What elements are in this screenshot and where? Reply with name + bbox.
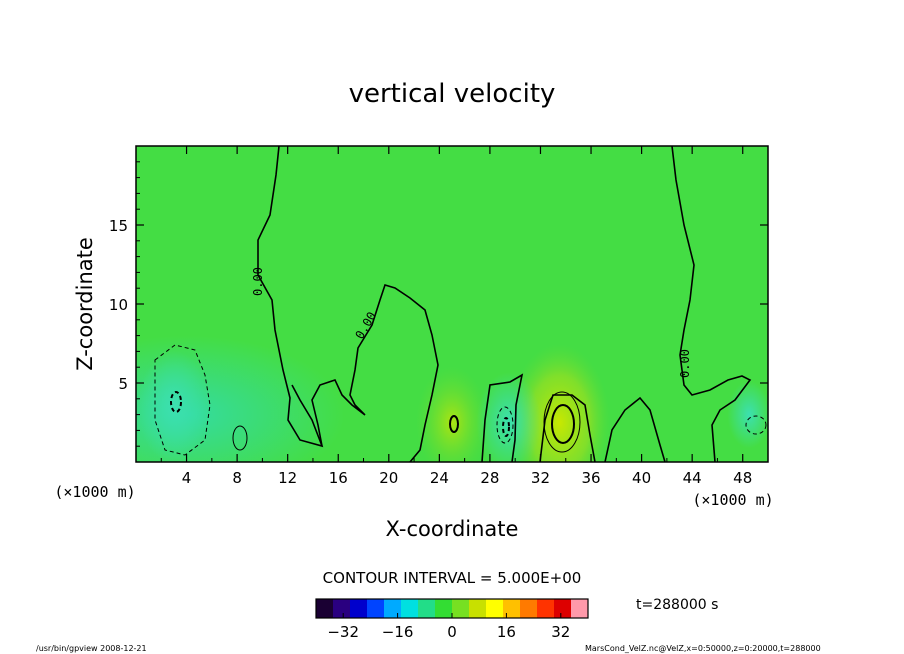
time-label: t=288000 s xyxy=(636,597,718,613)
contour-downdraft-mid-inner xyxy=(502,417,510,437)
zero-contour-left xyxy=(257,146,324,448)
field-features xyxy=(137,344,768,462)
contour-updraft-main-inner xyxy=(551,404,575,444)
zero-contours xyxy=(257,146,752,462)
zero-label-1: 0.00 xyxy=(251,267,265,296)
colorbar xyxy=(316,599,589,618)
footer-left: /usr/bin/gpview 2008-12-21 xyxy=(36,644,147,653)
colorbar-segment-7 xyxy=(435,599,453,618)
field-downdraft-2 xyxy=(137,350,210,462)
colorbar-ticks: −32 −16 0 16 32 xyxy=(327,613,570,641)
x-unit-right: (×1000 m) xyxy=(692,491,773,509)
x-tick-label-40: 40 xyxy=(632,469,651,487)
x-tick-label-48: 48 xyxy=(733,469,752,487)
field-updraft-1 xyxy=(416,366,488,462)
colorbar-segment-1 xyxy=(333,599,351,618)
colorbar-segment-10 xyxy=(486,599,504,618)
colorbar-tick-label-16: 16 xyxy=(497,623,516,641)
x-tick-label-16: 16 xyxy=(329,469,348,487)
contour-updraft-main-outer xyxy=(543,391,581,453)
zero-contour-mid3 xyxy=(604,396,666,462)
x-unit-left: (×1000 m) xyxy=(54,483,135,501)
colorbar-tick-label-32: 32 xyxy=(551,623,570,641)
x-tick-label-32: 32 xyxy=(531,469,550,487)
field-downdraft-3 xyxy=(476,372,542,462)
x-tick-label-12: 12 xyxy=(278,469,297,487)
colorbar-segment-6 xyxy=(418,599,436,618)
colorbar-tick-label--16: −16 xyxy=(382,623,414,641)
x-tick-label-8: 8 xyxy=(232,469,242,487)
colorbar-segment-4 xyxy=(384,599,402,618)
x-tick-label-24: 24 xyxy=(430,469,449,487)
contour-downdraft-left-inner xyxy=(170,391,182,413)
colorbar-tick-label--32: −32 xyxy=(327,623,359,641)
zero-contour-right xyxy=(671,146,752,462)
colorbar-segment-9 xyxy=(469,599,487,618)
x-axis-label: X-coordinate xyxy=(386,517,519,541)
colorbar-segment-0 xyxy=(316,599,334,618)
colorbar-segment-12 xyxy=(520,599,538,618)
zero-contour-mid2 xyxy=(539,394,596,462)
colorbar-segment-5 xyxy=(401,599,419,618)
y-axis-label: Z-coordinate xyxy=(73,237,97,371)
x-axis: 4 8 12 16 20 24 28 32 36 40 44 48 xyxy=(160,146,752,487)
plot-area: 0.00 0.00 0.00 xyxy=(136,146,768,462)
chart-title: vertical velocity xyxy=(349,79,556,109)
y-tick-label-5: 5 xyxy=(118,375,128,393)
field-downdraft-4 xyxy=(727,381,768,449)
colorbar-segment-8 xyxy=(452,599,470,618)
contour-downdraft-left-outer xyxy=(154,344,211,456)
contour-downdraft-mid xyxy=(496,406,514,444)
y-tick-label-10: 10 xyxy=(109,296,128,314)
x-tick-label-20: 20 xyxy=(379,469,398,487)
contour-updraft-left xyxy=(232,425,248,451)
colorbar-tick-label-0: 0 xyxy=(447,623,457,641)
x-tick-label-28: 28 xyxy=(480,469,499,487)
zero-label-3: 0.00 xyxy=(678,349,692,378)
zero-contour-center xyxy=(311,284,439,462)
positive-contours xyxy=(232,391,581,453)
colorbar-segment-11 xyxy=(503,599,521,618)
colorbar-segment-14 xyxy=(554,599,572,618)
x-tick-label-44: 44 xyxy=(683,469,702,487)
negative-contours xyxy=(154,344,767,456)
contour-updraft-secondary xyxy=(449,415,459,433)
contour-interval: CONTOUR INTERVAL = 5.000E+00 xyxy=(323,569,582,587)
colorbar-segment-13 xyxy=(537,599,555,618)
colorbar-segment-2 xyxy=(350,599,368,618)
x-tick-label-36: 36 xyxy=(581,469,600,487)
colorbar-segment-15 xyxy=(571,599,589,618)
x-tick-label-4: 4 xyxy=(182,469,192,487)
contour-downdraft-right xyxy=(745,415,767,435)
colorbar-segment-3 xyxy=(367,599,385,618)
footer-right: MarsCond_VelZ.nc@VelZ,x=0:50000,z=0:2000… xyxy=(585,644,821,653)
zero-contour-mid xyxy=(481,373,524,462)
y-axis: 5 10 15 xyxy=(109,161,768,447)
y-tick-label-15: 15 xyxy=(109,217,128,235)
